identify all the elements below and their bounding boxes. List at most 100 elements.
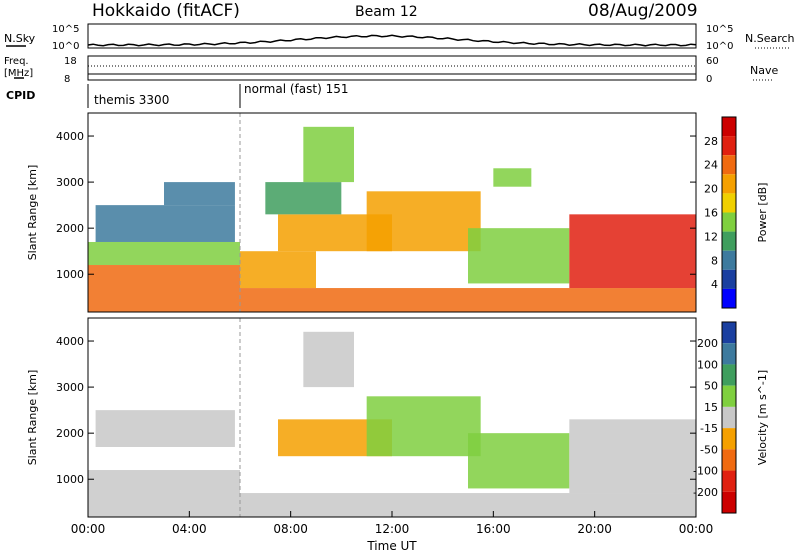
cpid-segment-2: normal (fast) 151 xyxy=(244,82,348,96)
power-panel-ylabel: Slant Range [km] xyxy=(26,165,39,261)
power-panel-colorbar-seg-5 xyxy=(722,212,736,232)
power-panel-region-0 xyxy=(88,265,240,312)
velocity-panel-region-7 xyxy=(303,331,354,388)
x-tick-label-1: 04:00 xyxy=(172,522,207,536)
power-panel-colorbar-frame xyxy=(721,116,737,309)
velocity-panel-ylabel: Slant Range [km] xyxy=(26,370,39,466)
power-panel-colorbar-seg-3 xyxy=(722,174,736,194)
power-panel-colorbar-tick-1: 8 xyxy=(711,254,718,267)
power-panel-colorbar-tick-2: 12 xyxy=(704,230,718,243)
power-panel-colorbar-seg-7 xyxy=(722,250,736,270)
velocity-panel-colorbar-seg-2 xyxy=(722,364,736,386)
velocity-panel-region-0 xyxy=(88,470,240,517)
power-panel-region-10 xyxy=(468,228,570,284)
freq-right-tick-bottom: 0 xyxy=(706,74,712,85)
noise-right-tick-top: 10^5 xyxy=(706,24,733,35)
cpid-label: CPID xyxy=(6,89,35,102)
freq-left-tick-top: 18 xyxy=(64,56,77,67)
x-tick-label-0: 00:00 xyxy=(71,522,106,536)
freq-panel-frame xyxy=(87,55,697,81)
beam-title: Beam 12 xyxy=(355,4,418,20)
power-panel-region-11 xyxy=(569,214,696,289)
velocity-panel-colorbar-seg-1 xyxy=(722,343,736,365)
velocity-panel-colorbar-seg-7 xyxy=(722,470,736,492)
power-panel-colorbar-seg-1 xyxy=(722,136,736,156)
power-panel-colorbar-tick-4: 20 xyxy=(704,183,718,196)
power-panel: 1000 2000 3000 4000 Slant Range [km] 4 8 12 16 20… xyxy=(26,112,769,313)
noise-panel-frame xyxy=(87,23,697,49)
power-panel-frame xyxy=(87,112,697,313)
power-panel-region-4 xyxy=(240,288,696,312)
power-panel-colorbar-seg-8 xyxy=(722,269,736,289)
power-panel-region-1 xyxy=(88,241,240,266)
power-panel-region-12 xyxy=(493,168,532,187)
velocity-panel-region-1 xyxy=(95,410,235,447)
x-tick-label-4: 16:00 xyxy=(476,522,511,536)
power-panel-ytick-label-1: 2000 xyxy=(56,222,84,235)
velocity-panel-colorbar-seg-6 xyxy=(722,449,736,471)
velocity-panel-colorbar-seg-0 xyxy=(722,321,736,344)
velocity-panel-region-2 xyxy=(240,493,696,517)
velocity-panel-colorbar-tick-6: -100 xyxy=(693,465,718,478)
power-panel-ytick-label-3: 4000 xyxy=(56,130,84,143)
date-title: 08/Aug/2009 xyxy=(588,1,698,21)
velocity-panel-colorbar-tick-0: 200 xyxy=(697,337,718,350)
noise-trace xyxy=(87,34,697,47)
power-panel-region-7 xyxy=(265,182,342,215)
noise-right-tick-bottom: 10^0 xyxy=(706,41,733,52)
power-panel-colorbar-seg-6 xyxy=(722,231,736,251)
velocity-panel-region-5 xyxy=(468,433,570,489)
power-panel-region-8 xyxy=(303,126,354,183)
velocity-panel-ytick-label-2: 3000 xyxy=(56,381,84,394)
x-tick-label-6: 00:00 xyxy=(679,522,714,536)
noise-sky-line xyxy=(87,34,697,47)
noise-left-tick-bottom: 10^0 xyxy=(52,41,79,52)
freq-label-1: Freq. xyxy=(4,56,29,67)
velocity-panel-colorbar-seg-8 xyxy=(722,491,736,514)
nave-label: Nave xyxy=(750,64,778,77)
power-panel-colorbar-tick-6: 28 xyxy=(704,135,718,148)
velocity-panel-colorbar-tick-5: -50 xyxy=(700,443,718,456)
freq-right-tick-top: 60 xyxy=(706,56,719,67)
velocity-panel-colorbar-tick-7: -200 xyxy=(693,486,718,499)
cpid-segment-1: themis 3300 xyxy=(94,93,169,107)
velocity-panel-colorbar-frame xyxy=(721,321,737,514)
x-axis-label: Time UT xyxy=(366,539,417,553)
noise-left-label: N.Sky xyxy=(4,32,36,45)
velocity-panel-colorbar-label: Velocity [m s^-1] xyxy=(756,370,769,465)
freq-left-tick-bottom: 8 xyxy=(64,74,70,85)
power-panel-colorbar-seg-4 xyxy=(722,193,736,213)
station-title: Hokkaido (fitACF) xyxy=(92,1,240,21)
power-panel-region-2 xyxy=(95,205,235,242)
power-panel-colorbar-label: Power [dB] xyxy=(756,183,769,243)
velocity-panel-region-4 xyxy=(366,396,481,457)
freq-label-2: [MHz] xyxy=(4,68,33,79)
x-tick-label-3: 12:00 xyxy=(375,522,410,536)
velocity-panel-colorbar-seg-4 xyxy=(722,406,736,429)
power-panel-colorbar-tick-3: 16 xyxy=(704,207,718,220)
power-panel-colorbar-seg-2 xyxy=(722,155,736,175)
velocity-panel-colorbar-seg-3 xyxy=(722,385,736,407)
velocity-panel-colorbar-tick-1: 100 xyxy=(697,358,718,371)
velocity-panel-colorbar-tick-2: 50 xyxy=(704,380,718,393)
power-panel-ytick-label-0: 1000 xyxy=(56,268,84,281)
x-tick-label-2: 08:00 xyxy=(273,522,308,536)
power-panel-colorbar-tick-0: 4 xyxy=(711,278,718,291)
power-panel-colorbar-tick-5: 24 xyxy=(704,159,718,172)
power-panel-colorbar-seg-0 xyxy=(722,116,736,137)
velocity-panel-colorbar-tick-4: -15 xyxy=(700,422,718,435)
power-panel-region-5 xyxy=(240,251,316,289)
power-panel-colorbar-seg-9 xyxy=(722,288,736,309)
noise-right-label: N.Search xyxy=(745,32,795,45)
x-axis: 00:00 04:00 08:00 12:00 16:00 20:00 00:00 xyxy=(71,511,714,536)
power-panel-region-9 xyxy=(366,191,481,252)
power-panel-region-3 xyxy=(164,182,235,206)
velocity-panel-colorbar-seg-5 xyxy=(722,428,736,450)
noise-left-tick-top: 10^5 xyxy=(52,24,79,35)
x-tick-label-5: 20:00 xyxy=(577,522,612,536)
power-panel-ytick-label-2: 3000 xyxy=(56,176,84,189)
velocity-panel-ytick-label-3: 4000 xyxy=(56,335,84,348)
velocity-panel-region-6 xyxy=(569,419,696,494)
velocity-panel-colorbar-tick-3: 15 xyxy=(704,401,718,414)
